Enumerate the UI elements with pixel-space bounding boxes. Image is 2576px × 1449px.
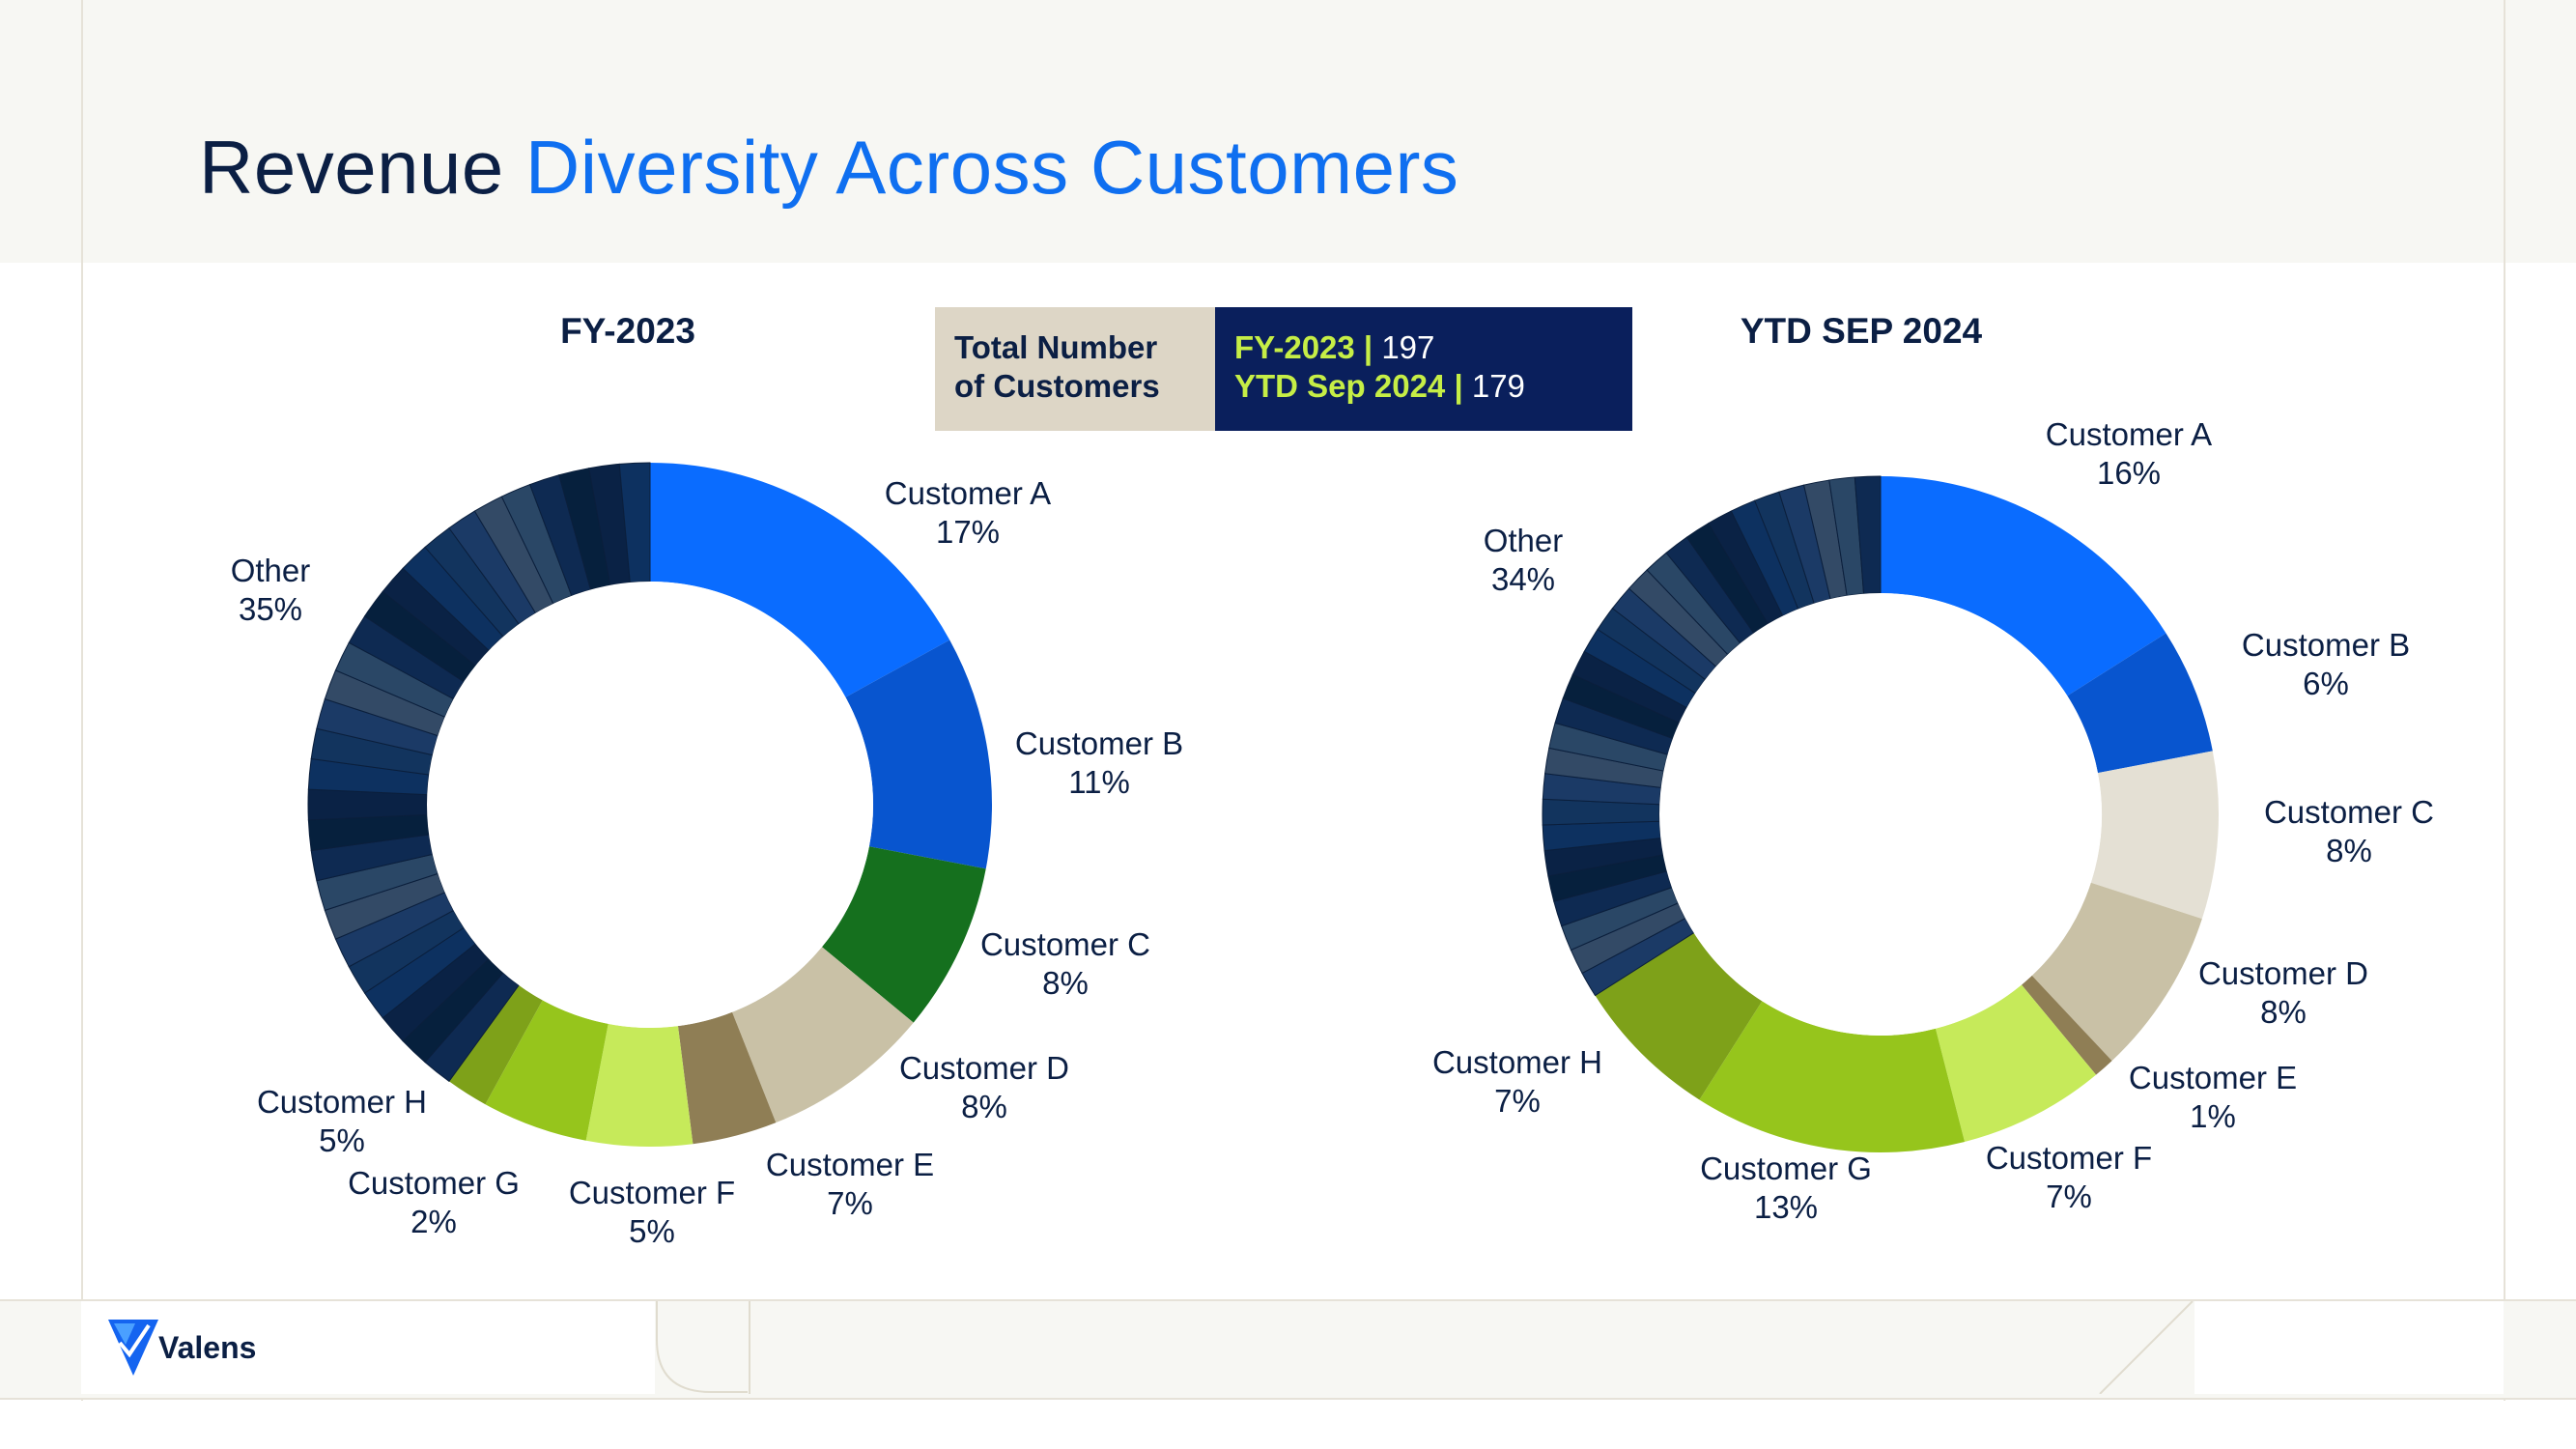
chart2-label-customer-a: Customer A 16%: [2046, 416, 2212, 491]
chart2-label-customer-f: Customer F 7%: [1986, 1140, 2152, 1214]
chart2-label-customer-c: Customer C 8%: [2264, 794, 2434, 868]
frame-line-left: [81, 0, 83, 1401]
chart1-slice-customer-a: [650, 463, 950, 697]
chart1-label-customer-f: Customer F 5%: [569, 1175, 735, 1249]
title-accent: Diversity Across Customers: [524, 125, 1459, 210]
chart2-label-customer-b: Customer B 6%: [2242, 627, 2410, 701]
fy2023-count-value: 197: [1381, 329, 1435, 365]
chart1-label-customer-a: Customer A 17%: [885, 475, 1051, 550]
chart1-slice-customer-e: [677, 1011, 777, 1145]
chart1-slice-customer-b: [845, 639, 992, 869]
customer-count-heading: Total Number of Customers: [935, 307, 1215, 431]
footer-panel-left: [81, 1301, 655, 1394]
chart-title-ytd2024: YTD SEP 2024: [1740, 311, 1983, 351]
chart1-label-customer-e: Customer E 7%: [766, 1147, 934, 1221]
title-main: Revenue: [199, 125, 504, 210]
chart1-donut-hole: [427, 582, 873, 1028]
valens-logo-text: Valens: [158, 1329, 257, 1365]
chart1-label-customer-c: Customer C 8%: [980, 926, 1150, 1001]
chart1-slice-customer-g: [485, 1000, 609, 1141]
chart2-slice-customer-b: [2067, 633, 2213, 774]
chart1-label-customer-d: Customer D 8%: [899, 1050, 1069, 1124]
page-title: Revenue Diversity Across Customers: [199, 124, 1458, 212]
chart1-label-customer-h: Customer H 5%: [257, 1084, 427, 1158]
chart2-slice-customer-e: [2021, 975, 2112, 1075]
chart2-label-customer-g: Customer G 13%: [1700, 1151, 1872, 1225]
chart2-label-other: Other 34%: [1484, 523, 1564, 597]
ytd2024-count-label: YTD Sep 2024 |: [1234, 368, 1463, 404]
valens-logo-icon: [108, 1320, 158, 1376]
footer-diagonal-decoration: [2099, 1301, 2194, 1394]
chart2-label-customer-d: Customer D 8%: [2198, 955, 2368, 1030]
chart1-slice-customer-f: [585, 1023, 694, 1147]
chart1-slice-customer-d: [732, 947, 914, 1123]
chart1-label-customer-b: Customer B 11%: [1015, 725, 1183, 800]
fy2023-count-label: FY-2023 |: [1234, 329, 1373, 365]
customer-count-box: Total Number of Customers FY-2023 | 197 …: [935, 307, 1632, 431]
chart2-slice-customer-a: [1881, 476, 2166, 696]
heading-line-1: Total Number: [954, 329, 1158, 365]
footer-panel-right: [2194, 1301, 2504, 1394]
chart1-label-other: Other 35%: [231, 553, 311, 627]
chart2-slice-customer-g: [1699, 1001, 1966, 1152]
frame-line-right: [2504, 0, 2505, 1401]
chart-title-fy2023: FY-2023: [560, 311, 695, 351]
footer-curve-decoration: [656, 1301, 750, 1394]
chart2-slice-customer-f: [1935, 984, 2097, 1143]
header-band: [0, 0, 2576, 263]
chart2-donut-hole: [1659, 593, 2102, 1036]
ytd2024-count-value: 179: [1471, 368, 1525, 404]
chart2-slice-customer-c: [2090, 751, 2219, 920]
chart1-slice-customer-h: [448, 984, 543, 1105]
donut-charts: Customer A 17% Customer B 11% Customer C 8% Cu…: [231, 416, 2434, 1249]
heading-line-2: of Customers: [954, 368, 1160, 404]
valens-logo: Valens: [106, 1316, 256, 1379]
chart2-label-customer-h: Customer H 7%: [1432, 1044, 1602, 1119]
chart2-label-customer-e: Customer E 1%: [2129, 1060, 2297, 1134]
chart1-slice-customer-c: [821, 846, 986, 1023]
chart1-label-customer-g: Customer G 2%: [348, 1165, 520, 1239]
customer-count-values: FY-2023 | 197 YTD Sep 2024 | 179: [1215, 307, 1632, 431]
chart2-slice-customer-d: [2031, 882, 2202, 1062]
chart2-slice-customer-h: [1595, 932, 1763, 1100]
